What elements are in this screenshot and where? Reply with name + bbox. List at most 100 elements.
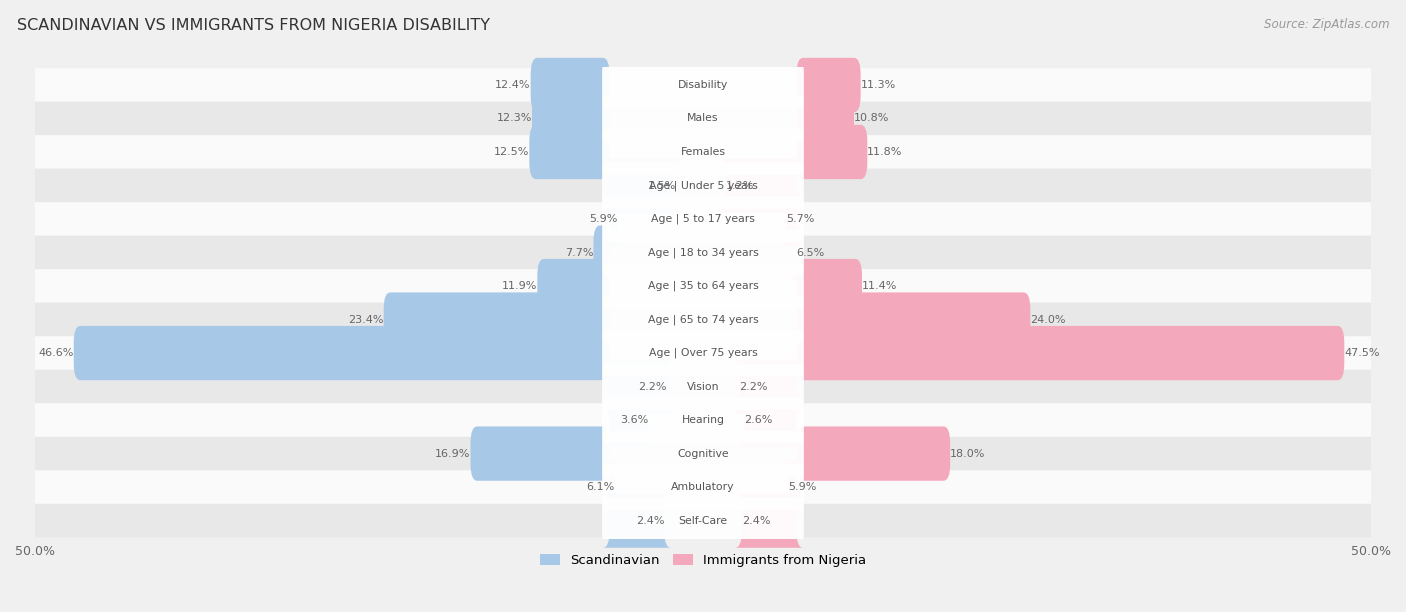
FancyBboxPatch shape [35,303,1371,337]
FancyBboxPatch shape [797,125,868,179]
Text: 2.6%: 2.6% [744,415,773,425]
Text: 5.9%: 5.9% [589,214,617,224]
Text: SCANDINAVIAN VS IMMIGRANTS FROM NIGERIA DISABILITY: SCANDINAVIAN VS IMMIGRANTS FROM NIGERIA … [17,18,489,34]
Text: Age | 5 to 17 years: Age | 5 to 17 years [651,214,755,224]
FancyBboxPatch shape [537,259,609,313]
Text: Source: ZipAtlas.com: Source: ZipAtlas.com [1264,18,1389,31]
FancyBboxPatch shape [35,337,1371,370]
Text: 2.4%: 2.4% [742,516,770,526]
FancyBboxPatch shape [35,68,1371,102]
FancyBboxPatch shape [790,225,803,280]
FancyBboxPatch shape [602,95,804,141]
Text: 12.3%: 12.3% [496,113,531,124]
FancyBboxPatch shape [35,169,1371,202]
FancyBboxPatch shape [797,293,1031,346]
FancyBboxPatch shape [73,326,609,380]
Text: 46.6%: 46.6% [38,348,73,358]
Text: 11.8%: 11.8% [868,147,903,157]
Text: 2.2%: 2.2% [740,381,768,392]
FancyBboxPatch shape [797,259,862,313]
FancyBboxPatch shape [718,159,803,212]
FancyBboxPatch shape [782,460,803,514]
Text: 18.0%: 18.0% [950,449,986,458]
FancyBboxPatch shape [603,192,624,246]
Text: 1.5%: 1.5% [648,181,676,190]
FancyBboxPatch shape [35,504,1371,537]
Text: 11.4%: 11.4% [862,281,897,291]
FancyBboxPatch shape [602,297,804,343]
Text: 5.9%: 5.9% [789,482,817,492]
FancyBboxPatch shape [384,293,609,346]
FancyBboxPatch shape [603,393,655,447]
Text: 11.9%: 11.9% [502,281,537,291]
Text: Self-Care: Self-Care [679,516,727,526]
Legend: Scandinavian, Immigrants from Nigeria: Scandinavian, Immigrants from Nigeria [534,549,872,573]
FancyBboxPatch shape [735,493,803,548]
Text: 10.8%: 10.8% [853,113,890,124]
FancyBboxPatch shape [779,192,803,246]
Text: Hearing: Hearing [682,415,724,425]
Text: 47.5%: 47.5% [1344,348,1379,358]
Text: Age | 35 to 64 years: Age | 35 to 64 years [648,281,758,291]
FancyBboxPatch shape [35,437,1371,471]
FancyBboxPatch shape [797,58,860,112]
Text: 3.6%: 3.6% [620,415,648,425]
FancyBboxPatch shape [602,498,804,543]
FancyBboxPatch shape [602,62,804,108]
FancyBboxPatch shape [733,359,803,414]
Text: Age | Over 75 years: Age | Over 75 years [648,348,758,358]
FancyBboxPatch shape [602,196,804,242]
FancyBboxPatch shape [602,464,804,510]
FancyBboxPatch shape [602,263,804,309]
FancyBboxPatch shape [603,159,683,212]
Text: 11.3%: 11.3% [860,80,896,90]
Text: Males: Males [688,113,718,124]
Text: 6.5%: 6.5% [797,247,825,258]
FancyBboxPatch shape [797,326,1344,380]
Text: Females: Females [681,147,725,157]
Text: 16.9%: 16.9% [436,449,471,458]
FancyBboxPatch shape [35,135,1371,169]
FancyBboxPatch shape [35,269,1371,303]
FancyBboxPatch shape [602,364,804,409]
FancyBboxPatch shape [35,102,1371,135]
FancyBboxPatch shape [602,431,804,477]
FancyBboxPatch shape [602,230,804,275]
Text: 1.2%: 1.2% [725,181,754,190]
Text: 24.0%: 24.0% [1031,315,1066,324]
FancyBboxPatch shape [530,58,609,112]
FancyBboxPatch shape [531,91,609,146]
Text: Age | Under 5 years: Age | Under 5 years [648,181,758,191]
FancyBboxPatch shape [797,427,950,481]
Text: Ambulatory: Ambulatory [671,482,735,492]
Text: 7.7%: 7.7% [565,247,593,258]
FancyBboxPatch shape [603,460,621,514]
FancyBboxPatch shape [35,403,1371,437]
Text: Vision: Vision [686,381,720,392]
Text: 12.5%: 12.5% [494,147,529,157]
FancyBboxPatch shape [797,91,853,146]
FancyBboxPatch shape [471,427,609,481]
FancyBboxPatch shape [602,163,804,209]
FancyBboxPatch shape [35,471,1371,504]
Text: 12.4%: 12.4% [495,80,530,90]
FancyBboxPatch shape [529,125,609,179]
FancyBboxPatch shape [602,330,804,376]
Text: 5.7%: 5.7% [786,214,814,224]
FancyBboxPatch shape [738,393,803,447]
Text: 2.2%: 2.2% [638,381,666,392]
Text: 2.4%: 2.4% [636,516,664,526]
Text: Cognitive: Cognitive [678,449,728,458]
Text: Disability: Disability [678,80,728,90]
FancyBboxPatch shape [602,129,804,175]
FancyBboxPatch shape [602,397,804,443]
FancyBboxPatch shape [35,236,1371,269]
Text: Age | 65 to 74 years: Age | 65 to 74 years [648,315,758,325]
Text: 6.1%: 6.1% [586,482,614,492]
FancyBboxPatch shape [603,359,673,414]
FancyBboxPatch shape [603,493,671,548]
FancyBboxPatch shape [35,202,1371,236]
Text: 23.4%: 23.4% [349,315,384,324]
Text: Age | 18 to 34 years: Age | 18 to 34 years [648,247,758,258]
FancyBboxPatch shape [593,225,609,280]
